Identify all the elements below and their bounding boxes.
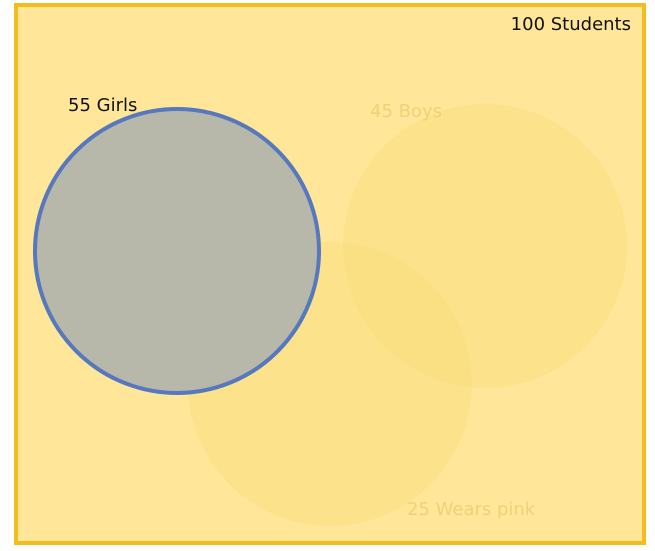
- set-pink-label: 25 Wears pink: [407, 499, 536, 520]
- set-boys-label: 45 Boys: [370, 101, 442, 122]
- universe-label: 100 Students: [511, 14, 631, 35]
- set-girls-circle: [33, 107, 321, 395]
- set-girls-label: 55 Girls: [68, 95, 137, 116]
